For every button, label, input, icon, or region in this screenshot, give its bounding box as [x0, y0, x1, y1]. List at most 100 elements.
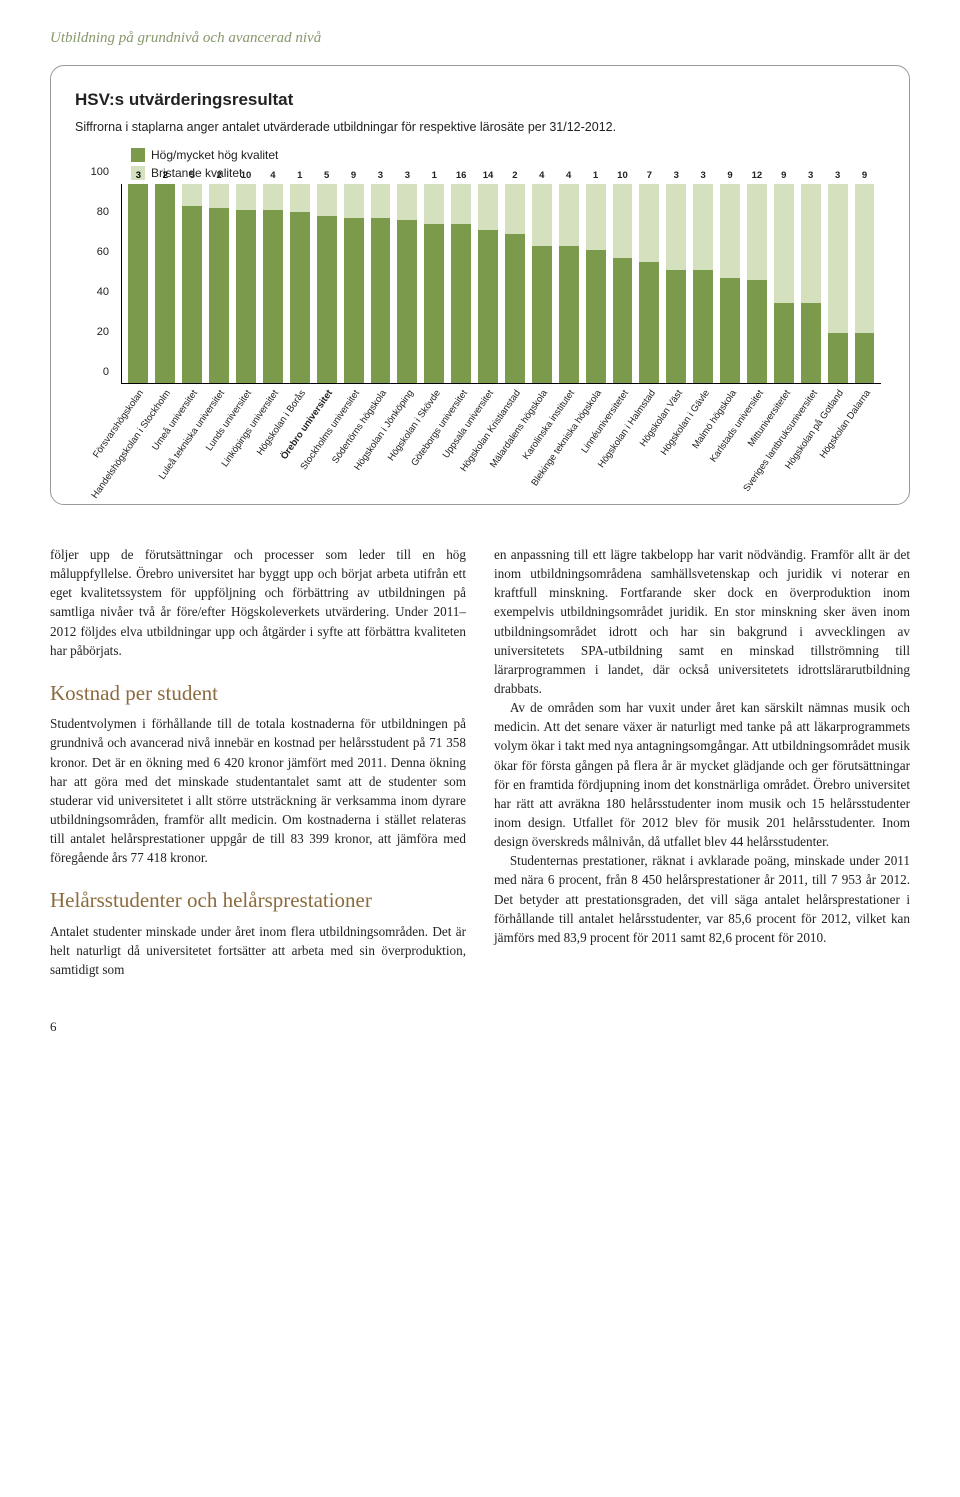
bar-segment-low: 5 — [317, 184, 337, 216]
bar-segment-high: 6 — [505, 234, 525, 383]
bar-column: 2 — [153, 184, 178, 383]
bar-value-low: 3 — [405, 170, 410, 181]
body-paragraph: Studenternas prestationer, räknat i avkl… — [494, 851, 910, 947]
bar-segment-low: 3 — [828, 184, 848, 333]
bar-segment-high: 66 — [236, 210, 256, 383]
section-heading: Kostnad per student — [50, 678, 466, 708]
section-heading: Helårsstudenter och helårsprestationer — [50, 885, 466, 915]
y-tick-label: 100 — [91, 166, 109, 178]
bar-segment-high: 45 — [344, 218, 364, 383]
y-tick-label: 60 — [97, 246, 109, 258]
bar-segment-high: 4 — [693, 270, 713, 383]
chart-bars: 3239514266102646127545915314341621647146… — [122, 184, 881, 383]
bar-segment-high: 4 — [424, 224, 444, 383]
bar-segment-high: 13 — [747, 280, 767, 383]
chart-area: 020406080100 323951426610264612754591531… — [75, 184, 885, 494]
bar-segment-high: 4 — [666, 270, 686, 383]
bar-column: 1710 — [610, 184, 635, 383]
bar-value-low: 1 — [432, 170, 437, 181]
bar-value-low: 9 — [727, 170, 732, 181]
bar-segment-low: 3 — [666, 184, 686, 270]
bar-value-low: 7 — [647, 170, 652, 181]
bar-segment-high: 10 — [720, 278, 740, 383]
bar-segment-low: 4 — [263, 184, 283, 210]
bar-segment-low: 7 — [639, 184, 659, 262]
bar-segment-low: 1 — [586, 184, 606, 250]
bar-column: 4714 — [476, 184, 501, 383]
bar-segment-low: 9 — [774, 184, 794, 303]
bar-segment-high: 6 — [774, 303, 794, 383]
body-paragraph: en anpassning till ett lägre takbelopp h… — [494, 545, 910, 698]
bar-segment-low: 9 — [344, 184, 364, 218]
bar-segment-high: 14 — [209, 208, 229, 383]
bar-column: 21 — [583, 184, 608, 383]
body-paragraph: Antalet studenter minskade under året in… — [50, 922, 466, 979]
bar-segment-low: 3 — [801, 184, 821, 303]
bar-value-low: 14 — [483, 170, 494, 181]
bar-value-low: 3 — [835, 170, 840, 181]
bar-column: 142 — [207, 184, 232, 383]
bar-value-low: 1 — [593, 170, 598, 181]
bar-column: 117 — [637, 184, 662, 383]
bar-value-low: 5 — [190, 170, 195, 181]
bar-column: 62 — [502, 184, 527, 383]
bar-column: 39 — [852, 184, 877, 383]
bar-segment-high: 1 — [828, 333, 848, 383]
bar-column: 94 — [529, 184, 554, 383]
bar-segment-low: 12 — [747, 184, 767, 280]
bar-value-low: 4 — [539, 170, 544, 181]
bar-segment-high: 2 — [801, 303, 821, 383]
bar-segment-low: 14 — [478, 184, 498, 230]
bar-column: 41 — [422, 184, 447, 383]
bar-segment-high: 2 — [586, 250, 606, 383]
bar-value-low: 3 — [378, 170, 383, 181]
bar-column: 264 — [260, 184, 285, 383]
bar-segment-high: 17 — [613, 258, 633, 383]
bar-segment-low: 10 — [613, 184, 633, 258]
bar-column: 23 — [798, 184, 823, 383]
bar-value-low: 1 — [297, 170, 302, 181]
bar-column: 459 — [341, 184, 366, 383]
bar-column: 3 — [126, 184, 151, 383]
y-tick-label: 80 — [97, 206, 109, 218]
bar-segment-high: 9 — [559, 246, 579, 383]
legend-swatch-high — [131, 148, 145, 162]
body-paragraph: Studentvolymen i förhållande till de tot… — [50, 714, 466, 867]
bar-segment-low: 4 — [532, 184, 552, 246]
bar-column: 61 — [287, 184, 312, 383]
bar-segment-low: 9 — [720, 184, 740, 278]
bar-segment-high: 39 — [182, 206, 202, 383]
bar-column: 43 — [691, 184, 716, 383]
bar-segment-low: 3 — [693, 184, 713, 270]
bar-value-high: 3 — [136, 170, 141, 181]
body-columns: följer upp de förutsättningar och proces… — [50, 545, 910, 979]
body-paragraph: följer upp de förutsättningar och proces… — [50, 545, 466, 660]
bar-segment-high: 11 — [639, 262, 659, 383]
bar-segment-high: 6 — [290, 212, 310, 383]
bar-value-low: 9 — [862, 170, 867, 181]
legend-label-high: Hög/mycket hög kvalitet — [151, 148, 278, 162]
bar-segment-low: 5 — [182, 184, 202, 206]
bar-value-low: 10 — [241, 170, 252, 181]
bar-column: 13 — [825, 184, 850, 383]
bar-column: 94 — [556, 184, 581, 383]
chart-subtitle: Siffrorna i staplarna anger antalet utvä… — [75, 120, 885, 134]
bar-column: 395 — [180, 184, 205, 383]
bar-value-low: 2 — [512, 170, 517, 181]
bar-value-low: 9 — [781, 170, 786, 181]
chart-plot: 3239514266102646127545915314341621647146… — [121, 184, 881, 384]
bar-segment-low: 16 — [451, 184, 471, 224]
bar-column: 109 — [718, 184, 743, 383]
bar-segment-low: 1 — [290, 184, 310, 212]
bar-segment-low: 2 — [505, 184, 525, 234]
right-column: en anpassning till ett lägre takbelopp h… — [494, 545, 910, 979]
bar-segment-high: 9 — [532, 246, 552, 383]
bar-column: 153 — [368, 184, 393, 383]
bar-segment-low: 3 — [397, 184, 417, 220]
bar-segment-high: 2 — [155, 184, 175, 383]
bar-segment-high: 47 — [478, 230, 498, 383]
bar-value-low: 3 — [700, 170, 705, 181]
bar-value-low: 4 — [566, 170, 571, 181]
bar-segment-low: 10 — [236, 184, 256, 210]
bar-segment-low: 9 — [855, 184, 875, 333]
